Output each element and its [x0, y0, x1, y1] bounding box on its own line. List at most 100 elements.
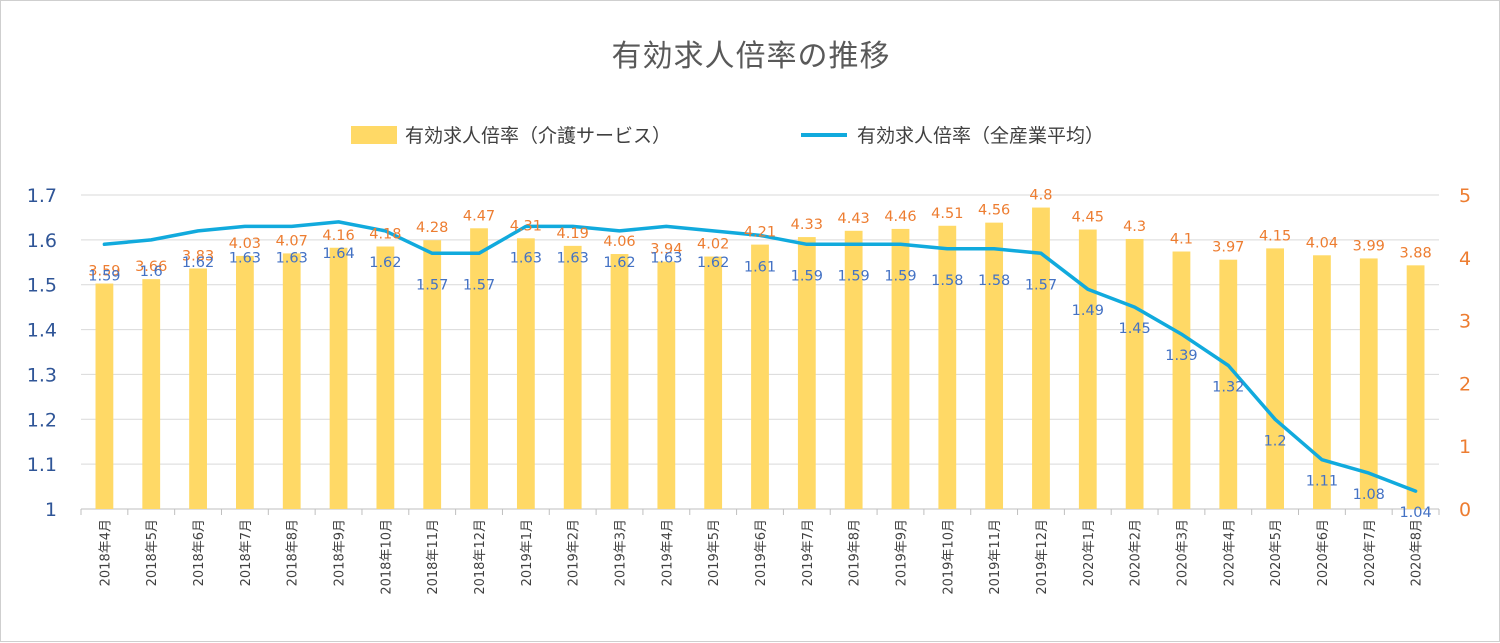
- bar-data-label: 4.16: [322, 228, 354, 244]
- y-left-tick-label: 1.3: [27, 364, 57, 386]
- line-data-label: 1.62: [603, 255, 635, 271]
- line-data-label: 1.62: [182, 255, 214, 271]
- line-data-label: 1.64: [322, 246, 354, 262]
- bar-care-service: [891, 228, 910, 510]
- bar-care-service: [282, 253, 301, 509]
- bar-care-service: [1266, 248, 1285, 509]
- bar-care-service: [1125, 238, 1144, 509]
- legend-label-care-service: 有効求人倍率（介護サービス）: [405, 125, 672, 147]
- bar-data-label: 4.45: [1072, 210, 1104, 226]
- bar-data-label: 4.1: [1170, 232, 1193, 248]
- line-data-label: 1.63: [557, 250, 589, 266]
- bar-data-label: 4.15: [1259, 228, 1291, 244]
- bar-care-service: [657, 261, 676, 509]
- x-tick-label: 2019年7月: [801, 519, 816, 586]
- bar-data-label: 3.88: [1399, 245, 1431, 261]
- line-data-label: 1.49: [1072, 303, 1104, 319]
- bar-data-label: 4.21: [744, 225, 776, 241]
- line-data-label: 1.63: [650, 250, 682, 266]
- x-tick-label: 2020年2月: [1129, 519, 1144, 586]
- bar-data-label: 4.43: [838, 211, 870, 227]
- bar-care-service: [329, 247, 348, 509]
- y-right-tick-label: 5: [1459, 185, 1471, 207]
- bar-data-label: 4.04: [1306, 235, 1338, 251]
- bar-data-label: 4.33: [791, 217, 823, 233]
- bar-care-service: [376, 246, 395, 509]
- bar-data-label: 4.07: [276, 233, 308, 249]
- x-tick-label: 2018年10月: [379, 519, 394, 595]
- x-tick-label: 2019年2月: [567, 519, 582, 586]
- bar-care-service: [1078, 229, 1097, 510]
- bar-data-label: 4.51: [931, 206, 963, 222]
- bar-care-service: [1032, 207, 1050, 509]
- x-tick-label: 2020年5月: [1269, 519, 1284, 586]
- bar-care-service: [95, 283, 114, 509]
- bar-data-label: 4.31: [510, 218, 542, 234]
- x-tick-label: 2019年6月: [754, 519, 769, 586]
- bar-care-service: [704, 256, 723, 509]
- bar-care-service: [844, 230, 863, 509]
- bar-care-service: [1219, 259, 1238, 509]
- line-all-industry: [102, 220, 1418, 493]
- bar-care-service: [516, 238, 535, 509]
- x-tick-label: 2020年8月: [1410, 519, 1425, 586]
- line-data-label: 1.59: [838, 268, 870, 284]
- line-data-label: 1.63: [276, 250, 308, 266]
- bar-care-service: [470, 228, 488, 509]
- bar-data-label: 4.47: [463, 208, 495, 224]
- bar-data-label: 4.19: [557, 226, 589, 242]
- legend-label-all-industry: 有効求人倍率（全産業平均）: [857, 125, 1105, 147]
- legend-line-swatch: [801, 132, 847, 137]
- y-right-tick-label: 1: [1459, 436, 1471, 458]
- y-left-tick-label: 1.5: [27, 275, 57, 297]
- bar-data-label: 3.66: [135, 259, 167, 275]
- x-tick-label: 2019年11月: [988, 519, 1003, 595]
- line-data-label: 1.63: [510, 250, 542, 266]
- line-data-label: 1.04: [1399, 505, 1431, 521]
- line-data-label: 1.58: [931, 273, 963, 289]
- x-tick-label: 2018年4月: [98, 519, 113, 586]
- bar-data-label: 4.18: [369, 226, 401, 242]
- bar-data-label: 3.94: [650, 242, 682, 258]
- x-tick-label: 2018年5月: [145, 519, 160, 586]
- bar-data-label: 3.97: [1212, 240, 1244, 256]
- y-left-tick-label: 1.2: [27, 409, 57, 431]
- bar-care-service: [235, 255, 254, 509]
- line-data-label: 1.57: [463, 277, 495, 293]
- line-data-label: 1.63: [229, 250, 261, 266]
- x-tick-label: 2018年6月: [192, 519, 207, 586]
- x-tick-label: 2018年12月: [473, 519, 488, 595]
- bar-care-service: [610, 254, 629, 509]
- x-tick-label: 2020年7月: [1363, 519, 1378, 586]
- bar-care-service: [751, 244, 769, 509]
- x-tick-label: 2019年12月: [1035, 519, 1050, 595]
- x-tick-label: 2018年7月: [239, 519, 254, 586]
- legend-item-all-industry: 有効求人倍率（全産業平均）: [801, 121, 1104, 148]
- bar-care-service: [1313, 255, 1331, 509]
- x-tick-label: 2018年9月: [333, 519, 348, 586]
- x-tick-label: 2018年11月: [426, 519, 441, 595]
- y-left-tick-label: 1.7: [27, 185, 57, 207]
- x-tick-label: 2020年1月: [1082, 519, 1097, 586]
- bar-care-service: [938, 225, 957, 509]
- line-data-label: 1.59: [884, 268, 916, 284]
- bar-data-label: 4.03: [229, 236, 261, 252]
- x-tick-label: 2020年4月: [1222, 519, 1237, 586]
- bar-data-label: 4.56: [978, 203, 1010, 219]
- bar-data-label: 4.3: [1123, 219, 1146, 235]
- line-data-label: 1.39: [1165, 348, 1197, 364]
- x-tick-label: 2019年10月: [941, 519, 956, 595]
- line-data-label: 1.2: [1264, 433, 1287, 449]
- legend-item-care-service: 有効求人倍率（介護サービス）: [351, 121, 671, 148]
- bar-care-service: [985, 222, 1004, 509]
- line-data-label: 1.57: [416, 277, 448, 293]
- legend: 有効求人倍率（介護サービス） 有効求人倍率（全産業平均）: [1, 121, 1500, 151]
- legend-bar-swatch: [351, 125, 397, 144]
- line-data-label: 1.61: [744, 259, 776, 275]
- y-left-tick-label: 1.4: [27, 320, 57, 342]
- line-data-label: 1.08: [1353, 487, 1385, 503]
- bar-data-label: 3.83: [182, 248, 214, 264]
- x-tick-label: 2019年1月: [520, 519, 535, 586]
